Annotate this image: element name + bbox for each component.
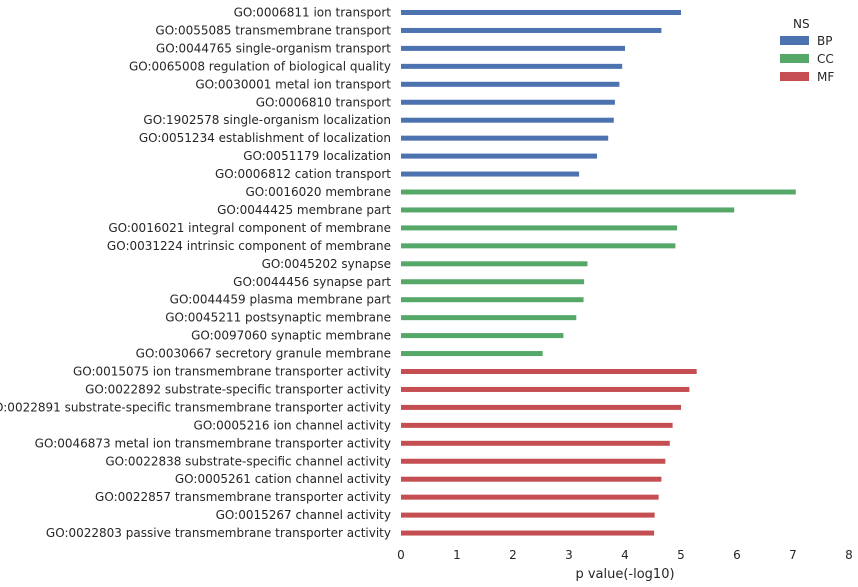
bar-cc: [401, 225, 678, 231]
category-label: GO:1902578 single-organism localization: [143, 113, 391, 127]
bar-cc: [401, 279, 585, 285]
legend-label-cc: CC: [817, 52, 834, 66]
bar-bp: [401, 63, 623, 69]
legend-label-mf: MF: [817, 70, 834, 84]
bar-mf: [401, 404, 681, 410]
bar-cc: [401, 315, 577, 321]
x-tick-label: 3: [565, 548, 573, 562]
category-label: GO:0015075 ion transmembrane transporter…: [73, 365, 391, 379]
category-label: GO:0044425 membrane part: [217, 203, 391, 217]
bar-cc: [401, 243, 676, 249]
category-label: GO:0031224 intrinsic component of membra…: [107, 239, 391, 253]
category-label: GO:0051179 localization: [243, 149, 391, 163]
category-label: GO:0045202 synapse: [262, 257, 391, 271]
legend-swatch-bp: [780, 36, 809, 45]
category-label: GO:0022838 substrate-specific channel ac…: [105, 454, 391, 468]
bar-mf: [401, 512, 655, 518]
bar-cc: [401, 333, 564, 339]
category-label: GO:0030001 metal ion transport: [195, 77, 391, 91]
bar-bp: [401, 99, 615, 105]
category-label: GO:0044456 synapse part: [233, 275, 391, 289]
bar-bp: [401, 45, 625, 51]
category-labels: GO:0006811 ion transport GO:0055085 trans…: [0, 6, 391, 541]
legend-entries: BP CC MF: [780, 34, 834, 84]
legend-swatch-mf: [780, 72, 809, 81]
bar-bp: [401, 135, 609, 141]
category-label: GO:0016021 integral component of membran…: [108, 221, 391, 235]
bar-mf: [401, 386, 690, 392]
legend-label-bp: BP: [817, 34, 832, 48]
category-label: GO:0005261 cation channel activity: [175, 472, 391, 486]
bar-cc: [401, 351, 543, 357]
bar-mf: [401, 422, 673, 428]
x-tick-label: 5: [677, 548, 685, 562]
legend-title: NS: [793, 17, 810, 31]
bar-bp: [401, 171, 580, 177]
x-axis-label: p value(-log10): [575, 567, 674, 582]
x-tick-label: 1: [453, 548, 461, 562]
category-label: GO:0006810 transport: [256, 95, 392, 109]
category-label: GO:0051234 establishment of localization: [139, 131, 391, 145]
x-axis-ticks: 0 1 2 3 4 5 6 7 8: [397, 548, 853, 562]
category-label: GO:0005216 ion channel activity: [194, 418, 391, 432]
category-label: GO:0055085 transmembrane transport: [155, 23, 391, 37]
category-label: GO:0045211 postsynaptic membrane: [165, 311, 391, 325]
x-tick-label: 7: [789, 548, 797, 562]
category-label: GO:0006811 ion transport: [234, 6, 392, 20]
bar-cc: [401, 189, 796, 195]
bar-mf: [401, 530, 655, 536]
category-label: GO:0030667 secretory granule membrane: [136, 347, 391, 361]
bar-cc: [401, 207, 735, 213]
legend-swatch-cc: [780, 54, 809, 63]
category-label: GO:0022803 passive transmembrane transpo…: [46, 526, 391, 540]
bar-bp: [401, 81, 620, 87]
bar-bp: [401, 153, 597, 159]
category-label: GO:0022892 substrate-specific transporte…: [85, 382, 391, 396]
bar-cc: [401, 297, 584, 303]
category-label: GO:0006812 cation transport: [215, 167, 391, 181]
bars-group: [401, 10, 796, 536]
x-tick-label: 2: [509, 548, 517, 562]
legend: NS BP CC MF: [780, 17, 834, 84]
x-tick-label: 4: [621, 548, 629, 562]
category-label: GO:0022891 substrate-specific transmembr…: [0, 400, 391, 414]
category-label: GO:0046873 metal ion transmembrane trans…: [35, 436, 391, 450]
category-label: GO:0044765 single-organism transport: [156, 41, 391, 55]
bar-mf: [401, 458, 666, 464]
bar-mf: [401, 476, 662, 482]
x-tick-label: 0: [397, 548, 405, 562]
bar-mf: [401, 494, 659, 500]
bar-bp: [401, 10, 681, 15]
bar-mf: [401, 369, 697, 374]
category-label: GO:0015267 channel activity: [216, 508, 391, 522]
category-label: GO:0044459 plasma membrane part: [170, 293, 392, 307]
category-label: GO:0022857 transmembrane transporter act…: [95, 490, 391, 504]
category-label: GO:0016020 membrane: [246, 185, 392, 199]
x-tick-label: 6: [733, 548, 741, 562]
category-label: GO:0065008 regulation of biological qual…: [129, 59, 391, 73]
bar-cc: [401, 261, 588, 267]
bar-bp: [401, 117, 614, 123]
bar-mf: [401, 440, 670, 446]
x-tick-label: 8: [845, 548, 853, 562]
bar-bp: [401, 27, 662, 33]
category-label: GO:0097060 synaptic membrane: [191, 329, 391, 343]
